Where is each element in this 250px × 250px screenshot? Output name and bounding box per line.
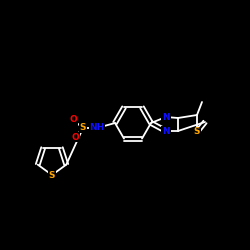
Text: O: O <box>71 132 79 141</box>
Text: N: N <box>162 126 170 136</box>
Text: O: O <box>69 116 77 124</box>
Text: NH: NH <box>90 124 104 132</box>
Text: S: S <box>194 128 200 136</box>
Text: N: N <box>162 112 170 122</box>
Text: S: S <box>80 124 86 132</box>
Text: S: S <box>49 170 55 179</box>
